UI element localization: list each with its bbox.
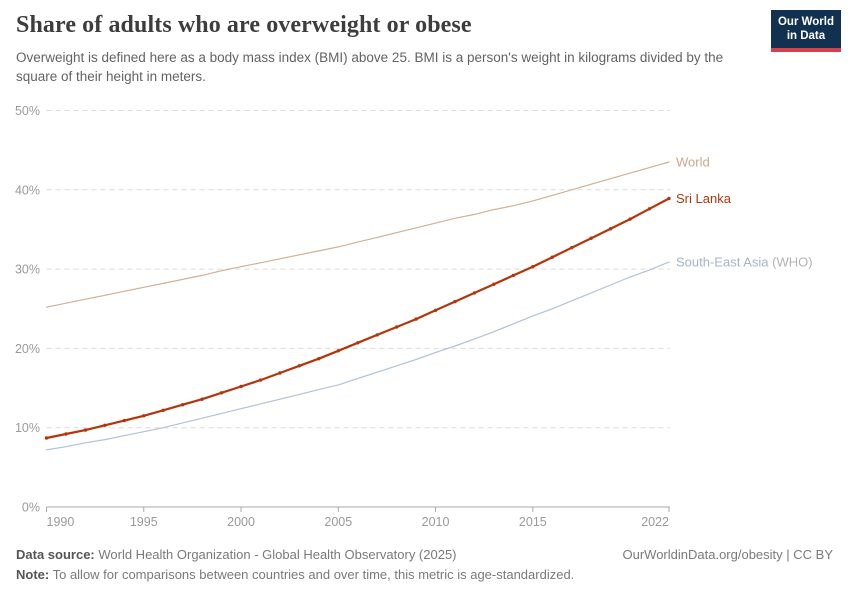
- series-point-sri-lanka: [258, 378, 263, 382]
- series-point-sri-lanka: [317, 357, 321, 361]
- series-point-sri-lanka: [472, 291, 477, 295]
- series-point-sri-lanka: [628, 217, 632, 221]
- y-tick-label: 40%: [15, 183, 40, 197]
- chart-subtitle: Overweight is defined here as a body mas…: [16, 50, 724, 84]
- x-tick-label: 2005: [324, 515, 352, 529]
- series-line-sri-lanka[interactable]: [45, 197, 671, 440]
- series-point-sri-lanka: [103, 423, 107, 427]
- series-point-sri-lanka: [531, 265, 535, 269]
- owid-logo-line1: Our World: [777, 16, 834, 28]
- x-tick-label: 2022: [641, 515, 669, 529]
- series-label-part: (WHO): [772, 254, 812, 269]
- series-label-south-east-asia-who[interactable]: South-East Asia (WHO): [676, 254, 813, 269]
- series-point-sri-lanka: [161, 408, 165, 412]
- series-label-world[interactable]: World: [676, 155, 710, 170]
- series-point-sri-lanka: [608, 227, 613, 231]
- series-point-sri-lanka: [570, 246, 574, 250]
- note-label: Note:: [16, 567, 50, 582]
- series-point-sri-lanka: [647, 207, 652, 211]
- note-text: To allow for comparisons between countri…: [49, 567, 575, 582]
- y-tick-label: 10%: [15, 421, 40, 435]
- y-tick-label: 30%: [15, 263, 40, 277]
- data-source-line: Data source: World Health Organization -…: [16, 545, 457, 565]
- series-point-sri-lanka: [453, 299, 457, 304]
- y-tick-label: 50%: [15, 104, 40, 118]
- series-point-sri-lanka: [181, 403, 185, 407]
- series-point-sri-lanka: [336, 349, 340, 353]
- series-point-sri-lanka: [278, 371, 282, 375]
- data-source-text: World Health Organization - Global Healt…: [94, 547, 457, 562]
- series-point-sri-lanka: [375, 333, 379, 337]
- series-point-sri-lanka: [433, 308, 438, 312]
- series-label-part: Sri Lanka: [676, 191, 732, 206]
- series-point-sri-lanka: [122, 418, 127, 423]
- series-point-sri-lanka: [511, 273, 516, 278]
- series-point-sri-lanka: [297, 364, 302, 368]
- chart-svg: 0% 10% 20% 30% 40% 50% 1990 1995 2000 2005 2010 201…: [15, 104, 813, 529]
- x-tick-label: 1990: [47, 515, 75, 529]
- x-tick-label: 1995: [130, 515, 158, 529]
- series-point-sri-lanka: [200, 397, 204, 401]
- page-title: Share of adults who are overweight or ob…: [16, 12, 472, 38]
- chart-footer: Data source: World Health Organization -…: [16, 545, 833, 585]
- series-point-sri-lanka: [83, 428, 88, 432]
- series-label-part: World: [676, 155, 710, 170]
- series-point-sri-lanka: [239, 384, 243, 389]
- y-tick-label: 0%: [22, 501, 40, 515]
- series-point-sri-lanka: [414, 317, 418, 321]
- series-point-sri-lanka: [589, 236, 593, 240]
- series-point-sri-lanka: [219, 391, 224, 395]
- x-tick-label: 2000: [227, 515, 255, 529]
- series-point-sri-lanka: [667, 196, 671, 201]
- y-tick-label: 20%: [15, 342, 40, 356]
- data-source-label: Data source:: [16, 547, 95, 562]
- series-label-part: South-East Asia: [676, 254, 772, 269]
- series-point-sri-lanka: [550, 255, 554, 259]
- series-point-sri-lanka: [44, 436, 49, 440]
- note-line: Note: To allow for comparisons between c…: [16, 565, 574, 585]
- series-line-south-east-asia-who[interactable]: [45, 261, 670, 451]
- series-point-sri-lanka: [64, 432, 68, 436]
- owid-logo[interactable]: Our World in Data: [770, 10, 841, 52]
- series-point-sri-lanka: [142, 414, 146, 418]
- series-line-world[interactable]: [45, 161, 670, 308]
- owid-logo-line2: in Data: [786, 30, 826, 43]
- chart-header: Share of adults who are overweight or ob…: [16, 12, 834, 87]
- series-label-sri-lanka[interactable]: Sri Lanka: [676, 191, 732, 206]
- x-tick-label: 2015: [519, 515, 547, 529]
- series-point-sri-lanka: [395, 325, 399, 329]
- series-point-sri-lanka: [492, 282, 496, 286]
- rights-link[interactable]: OurWorldinData.org/obesity | CC BY: [622, 547, 834, 562]
- x-tick-label: 2010: [422, 515, 450, 529]
- series-point-sri-lanka: [356, 341, 360, 345]
